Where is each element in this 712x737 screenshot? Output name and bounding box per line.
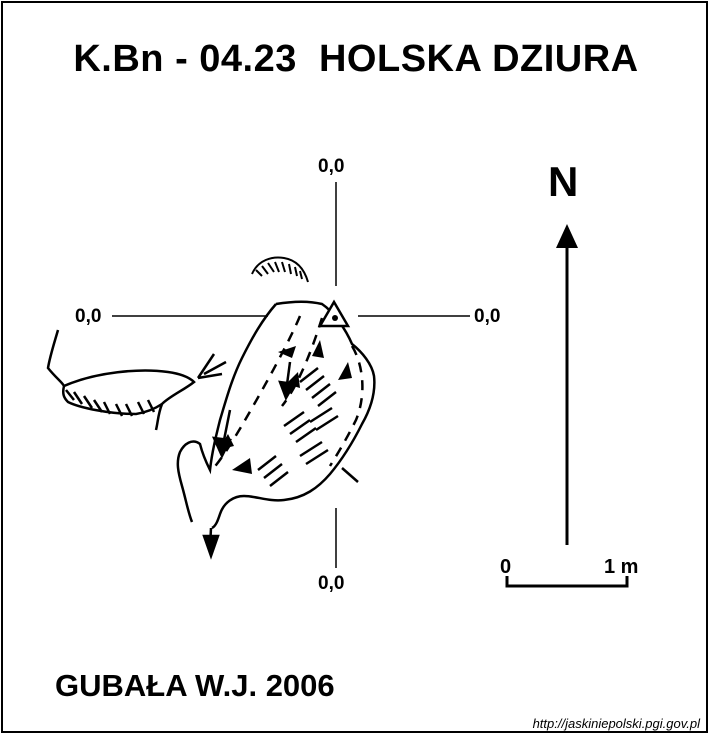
entrance-triangle-icon	[317, 299, 351, 328]
coordinate-bottom: 0,0	[318, 573, 345, 594]
north-arrow-icon	[556, 224, 578, 545]
direction-arrows	[196, 353, 359, 560]
scale-start-label: 0	[500, 556, 512, 578]
source-url: http://jaskiniepolski.pgi.gov.pl	[532, 716, 700, 731]
rock-outcrop	[46, 329, 196, 431]
author-credit: GUBAŁA W.J. 2006	[55, 668, 335, 703]
slope-arrows	[218, 340, 352, 474]
map-title: K.Bn - 04.23 HOLSKA DZIURA	[73, 38, 639, 80]
north-label: N	[548, 158, 579, 205]
overhang-symbol-icon	[251, 256, 309, 283]
coordinate-top: 0,0	[318, 156, 345, 177]
scale-bar	[505, 576, 629, 588]
rubble-hatching	[257, 367, 339, 487]
coordinate-left: 0,0	[75, 306, 102, 327]
scale-end-label: 1 m	[604, 556, 639, 578]
cave-outline	[176, 300, 376, 530]
reference-cross	[112, 182, 470, 568]
passage-dashed-lines	[211, 315, 364, 471]
coordinate-right: 0,0	[474, 306, 501, 327]
